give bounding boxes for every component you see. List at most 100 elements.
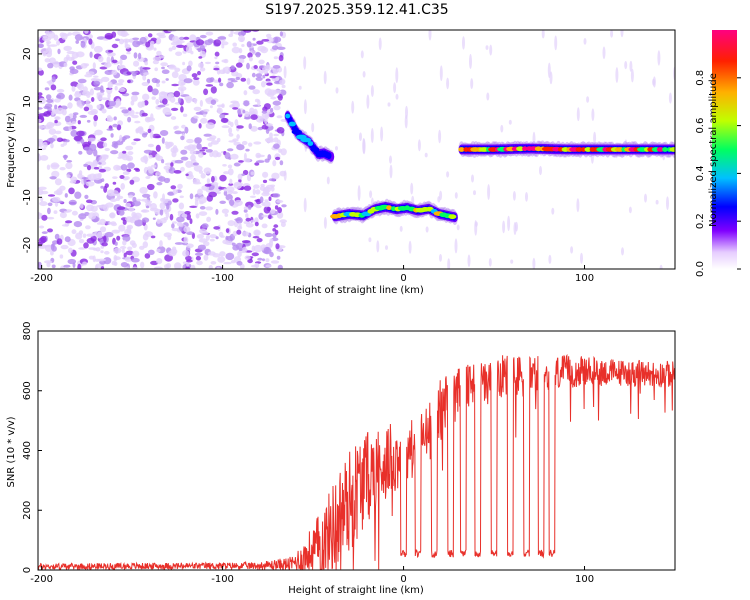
noise-blob xyxy=(209,234,217,239)
noise-blob xyxy=(195,255,201,261)
noise-blob xyxy=(38,153,41,161)
noise-blob xyxy=(72,60,78,65)
noise-blob xyxy=(194,137,202,144)
noise-blob xyxy=(119,246,127,249)
noise-blob xyxy=(54,98,61,103)
noise-blob xyxy=(228,127,233,134)
noise-blob xyxy=(146,117,155,122)
noise-blob xyxy=(229,104,236,108)
noise-blob xyxy=(46,164,51,170)
noise-blob xyxy=(230,80,238,83)
noise-blob xyxy=(186,65,192,72)
noise-blob xyxy=(265,128,270,134)
noise-blob xyxy=(85,99,90,107)
noise-blob xyxy=(101,108,107,114)
noise-blob xyxy=(68,94,73,101)
noise-blob xyxy=(172,145,178,152)
noise-blob xyxy=(203,167,212,174)
noise-blob xyxy=(210,261,217,265)
noise-blob xyxy=(63,154,67,161)
faint-streak xyxy=(428,30,432,41)
noise-blob xyxy=(237,173,243,180)
faint-streak xyxy=(370,85,374,97)
noise-blob xyxy=(145,41,151,48)
noise-blob xyxy=(180,135,185,141)
noise-blob xyxy=(227,164,233,169)
noise-blob xyxy=(120,183,125,190)
track-core xyxy=(320,150,327,156)
noise-blob xyxy=(156,248,161,253)
noise-blob xyxy=(144,253,151,259)
noise-blob xyxy=(115,98,121,105)
noise-blob xyxy=(156,83,160,88)
noise-blob xyxy=(230,100,239,104)
track-core xyxy=(534,146,543,152)
noise-blob xyxy=(186,261,190,267)
noise-blob xyxy=(63,45,72,52)
noise-blob xyxy=(254,98,260,103)
noise-blob xyxy=(140,261,145,269)
noise-blob xyxy=(259,65,264,69)
noise-blob xyxy=(199,99,203,107)
noise-blob xyxy=(267,154,272,161)
noise-blob xyxy=(253,244,263,253)
noise-blob xyxy=(111,260,117,266)
faint-streak xyxy=(549,71,553,85)
faint-streak xyxy=(644,193,647,203)
noise-blob xyxy=(268,178,276,182)
noise-blob xyxy=(199,67,206,72)
track-core xyxy=(448,214,457,220)
noise-blob xyxy=(182,250,190,257)
noise-blob xyxy=(178,202,185,210)
noise-blob xyxy=(272,193,281,198)
noise-blob xyxy=(47,137,56,143)
noise-blob xyxy=(245,148,250,152)
noise-blob xyxy=(237,108,241,116)
noise-blob xyxy=(94,129,103,136)
noise-blob xyxy=(141,133,148,138)
signal-track-2 xyxy=(458,140,675,158)
noise-blob xyxy=(47,207,51,215)
noise-blob xyxy=(69,68,79,74)
noise-blob xyxy=(49,176,57,180)
noise-blob xyxy=(257,257,263,261)
noise-blob xyxy=(38,186,47,190)
noise-blob xyxy=(238,35,245,43)
noise-blob xyxy=(183,226,191,233)
noise-blob xyxy=(205,206,214,211)
faint-streak xyxy=(362,138,366,154)
noise-blob xyxy=(180,106,184,113)
noise-blob xyxy=(270,96,277,100)
noise-blob xyxy=(186,259,193,263)
noise-blob xyxy=(109,212,116,219)
noise-blob xyxy=(77,78,87,84)
noise-blob xyxy=(54,116,61,120)
y-tick-label: 600 xyxy=(22,381,33,400)
noise-blob xyxy=(243,30,252,33)
noise-blob xyxy=(127,162,135,169)
noise-blob xyxy=(263,201,271,208)
noise-blob xyxy=(72,112,79,116)
noise-blob xyxy=(200,173,206,179)
noise-blob xyxy=(268,196,272,201)
noise-blob xyxy=(66,160,73,163)
noise-blob xyxy=(155,144,161,152)
noise-blob xyxy=(232,191,238,195)
noise-blob xyxy=(77,263,82,269)
noise-blob xyxy=(156,32,166,37)
noise-blob xyxy=(99,226,107,233)
noise-blob xyxy=(86,165,92,171)
faint-streak xyxy=(615,67,619,83)
noise-blob xyxy=(51,111,55,116)
noise-blob xyxy=(265,184,274,190)
noise-blob xyxy=(96,141,105,149)
noise-blob xyxy=(223,190,228,196)
noise-blob xyxy=(120,54,128,60)
noise-blob xyxy=(152,217,156,220)
noise-blob xyxy=(224,152,231,160)
noise-blob xyxy=(272,89,282,94)
faint-streak xyxy=(359,132,362,141)
noise-blob xyxy=(127,116,132,123)
noise-blob xyxy=(238,222,242,229)
snr-y-label: SNR (10 * v/v) xyxy=(6,416,17,487)
